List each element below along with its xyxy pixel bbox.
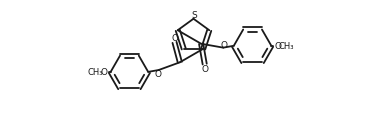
Text: O: O	[171, 34, 178, 43]
Text: S: S	[192, 11, 197, 20]
Text: O: O	[100, 68, 107, 77]
Text: O: O	[154, 70, 161, 79]
Text: O: O	[201, 65, 208, 74]
Text: CH₃: CH₃	[87, 68, 103, 77]
Text: O: O	[275, 42, 282, 51]
Text: O: O	[221, 41, 228, 50]
Text: CH₃: CH₃	[279, 42, 295, 51]
